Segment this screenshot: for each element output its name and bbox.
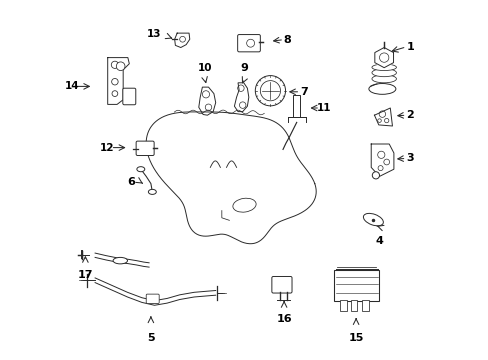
Polygon shape [107, 58, 129, 104]
Polygon shape [174, 33, 189, 48]
FancyBboxPatch shape [271, 276, 291, 293]
Text: 7: 7 [300, 87, 307, 97]
Text: 15: 15 [348, 333, 363, 343]
Ellipse shape [148, 189, 156, 194]
Circle shape [116, 62, 125, 71]
Text: 3: 3 [406, 153, 413, 163]
Ellipse shape [371, 69, 396, 77]
Ellipse shape [371, 64, 396, 71]
Text: 12: 12 [100, 143, 114, 153]
Text: 8: 8 [283, 35, 291, 45]
Text: 14: 14 [64, 81, 79, 91]
Text: 16: 16 [276, 314, 291, 324]
Ellipse shape [368, 84, 395, 94]
FancyBboxPatch shape [237, 35, 260, 52]
Polygon shape [370, 144, 393, 176]
Text: 2: 2 [406, 110, 413, 120]
Text: 9: 9 [240, 63, 248, 73]
Text: 6: 6 [127, 177, 135, 187]
Circle shape [111, 61, 118, 68]
Circle shape [371, 172, 379, 179]
FancyBboxPatch shape [334, 270, 379, 301]
Bar [339, 300, 346, 311]
Circle shape [112, 91, 118, 96]
Polygon shape [374, 48, 393, 68]
Text: 1: 1 [406, 42, 413, 52]
Text: 17: 17 [78, 270, 93, 280]
Text: 4: 4 [375, 236, 383, 246]
Circle shape [255, 76, 285, 106]
Ellipse shape [113, 257, 127, 264]
Circle shape [111, 78, 118, 85]
FancyBboxPatch shape [136, 141, 154, 156]
FancyBboxPatch shape [146, 294, 159, 303]
Text: 11: 11 [316, 103, 330, 113]
Bar [362, 300, 368, 311]
Ellipse shape [137, 167, 144, 172]
Bar [350, 300, 356, 311]
Polygon shape [374, 108, 392, 126]
FancyBboxPatch shape [122, 88, 136, 105]
Ellipse shape [371, 75, 396, 83]
Polygon shape [146, 112, 316, 244]
Bar [292, 95, 299, 117]
Text: 10: 10 [197, 63, 212, 73]
Text: 13: 13 [147, 29, 162, 39]
Text: 5: 5 [147, 333, 154, 343]
